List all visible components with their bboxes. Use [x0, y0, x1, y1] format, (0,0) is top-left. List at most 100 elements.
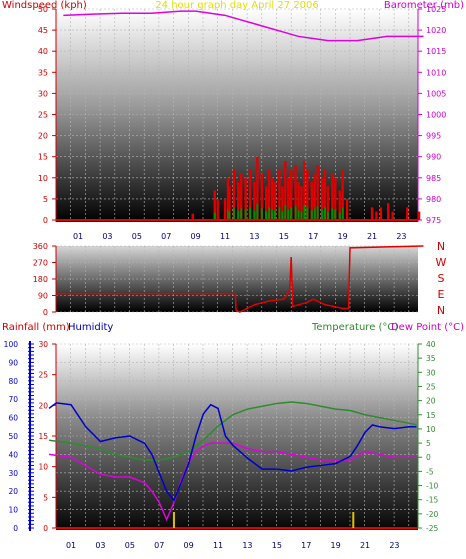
temperature-tick-label: -15 [426, 496, 438, 505]
barometer-axis-label: Barometer (mb) [384, 0, 464, 11]
gust-spike [232, 207, 235, 220]
wind-spike [248, 169, 252, 220]
barometer-tick-label: 995 [426, 132, 441, 141]
temperature-axis: -25 -20 -15 -10 -5 0 5 10 15 20 25 30 35 40 [417, 340, 438, 533]
gust-spike [268, 207, 271, 220]
wind-spike [270, 177, 274, 220]
direction-axis: 0 90 180 270 360 [33, 242, 57, 317]
compass-label: E [438, 288, 445, 301]
wind-spike [345, 198, 349, 220]
wind-tick-label: 30 [38, 89, 48, 98]
dew-point-label: Dew Point (°C) [391, 322, 464, 333]
temperature-tick-label: 40 [426, 340, 436, 349]
barometer-tick-label: 1025 [426, 5, 446, 14]
hour-tick-label: 21 [360, 541, 370, 550]
wind-spike [338, 190, 341, 220]
wind-spike [265, 186, 268, 220]
wind-spike [417, 211, 421, 220]
barometer-tick-label: 985 [426, 174, 441, 183]
gust-spike [237, 210, 240, 220]
temperature-tick-label: 5 [426, 439, 431, 448]
gust-spike [338, 212, 341, 220]
wind-spike [320, 177, 324, 220]
barometer-line [63, 10, 424, 42]
humidity-tick-label: 80 [8, 377, 18, 386]
gust-spike [287, 209, 290, 220]
gust-spike [334, 209, 337, 220]
panel-wind-barometer [56, 9, 418, 222]
barometer-tick-label: 1020 [426, 26, 446, 35]
x-axis-bottom: 01 03 05 07 09 11 13 15 17 19 21 23 [66, 541, 400, 550]
temperature-line [48, 401, 417, 461]
rainfall-axis: 0 5 10 15 20 25 30 [38, 340, 57, 533]
wind-spike [273, 182, 277, 220]
wind-tick-label: 10 [38, 174, 48, 183]
gust-spike [321, 209, 324, 220]
wind-spike [316, 165, 319, 220]
wind-spike [260, 173, 263, 220]
gust-spike [313, 208, 316, 220]
wind-spike [284, 160, 287, 220]
wind-spike [213, 190, 216, 220]
hour-tick-label: 11 [213, 541, 223, 550]
barometer-tick-label: 980 [426, 195, 441, 204]
temperature-tick-label: -25 [426, 524, 438, 533]
hour-tick-label: 07 [154, 541, 164, 550]
wind-spike [223, 198, 227, 220]
barometer-tick-label: 1010 [426, 68, 446, 77]
gust-spike [284, 205, 287, 220]
gust-spike [256, 204, 259, 220]
temperature-tick-label: 25 [426, 382, 436, 391]
rain-tick-label: 20 [38, 401, 48, 410]
hour-tick-label: 07 [161, 232, 171, 241]
panel-temperature [56, 344, 418, 530]
hour-tick-label: 03 [95, 541, 105, 550]
wind-spike [232, 169, 236, 220]
temperature-tick-label: -10 [426, 482, 438, 491]
wind-spike [237, 182, 240, 220]
temperature-label: Temperature (°C) [311, 322, 398, 333]
wind-spike [226, 177, 230, 220]
wind-spike [370, 207, 374, 220]
wind-axis-label: Windspeed (kph) [2, 0, 87, 11]
hour-tick-label: 19 [331, 541, 341, 550]
humidity-tick-label: 20 [8, 487, 18, 496]
wind-spike [278, 169, 281, 220]
wind-spike [313, 173, 316, 220]
wind-spike [406, 207, 409, 220]
wind-axis: 0 5 10 15 20 25 30 35 40 45 50 [38, 5, 57, 225]
wind-spike [341, 169, 344, 220]
wind-spike [323, 169, 327, 220]
hour-tick-label: 17 [308, 232, 318, 241]
hour-tick-label: 15 [279, 232, 289, 241]
humidity-line [48, 402, 417, 502]
direction-tick-label: 0 [43, 308, 48, 317]
barometer-tick-label: 975 [426, 216, 441, 225]
gust-spike [278, 207, 281, 220]
gust-spike [271, 209, 274, 220]
hour-tick-label: 13 [242, 541, 252, 550]
gust-spike [290, 207, 293, 220]
wind-spike [387, 203, 390, 220]
temperature-tick-label: 0 [426, 453, 431, 462]
wind-spike [297, 182, 300, 220]
hour-tick-label: 17 [301, 541, 311, 550]
gust-spike [316, 206, 319, 220]
wind-tick-label: 25 [38, 111, 48, 120]
gust-spike [326, 211, 329, 220]
hour-tick-label: 05 [125, 541, 135, 550]
wind-spike [216, 198, 219, 220]
hour-tick-label: 19 [338, 232, 348, 241]
gust-spike [213, 212, 216, 220]
wind-spike [253, 182, 256, 220]
wind-spike [300, 186, 303, 220]
gust-spike [260, 208, 263, 220]
wind-tick-label: 50 [38, 5, 48, 14]
hour-tick-label: 01 [66, 541, 76, 550]
humidity-tick-label: 30 [8, 469, 18, 478]
rain-tick-label: 10 [38, 463, 48, 472]
gust-spike [303, 205, 306, 220]
temperature-tick-label: 20 [426, 397, 436, 406]
hour-tick-label: 15 [272, 541, 282, 550]
compass-label: N [437, 240, 445, 253]
